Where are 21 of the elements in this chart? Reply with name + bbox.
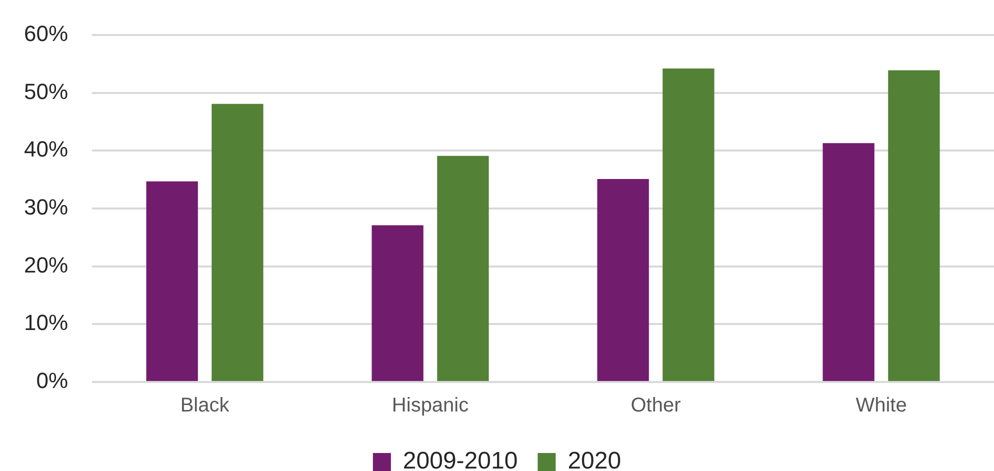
y-tick-label: 10% — [24, 310, 68, 336]
x-tick-label: White — [856, 394, 907, 417]
bar — [822, 143, 874, 381]
bar — [212, 104, 264, 381]
y-tick-label: 0% — [36, 368, 68, 394]
y-tick-label: 60% — [24, 21, 68, 46]
bar — [146, 181, 198, 381]
y-tick-label: 40% — [24, 136, 68, 162]
bar — [888, 70, 940, 381]
y-tick-label: 20% — [24, 252, 68, 278]
legend-label: 2020 — [568, 448, 622, 471]
y-tick-label: 30% — [24, 194, 68, 220]
x-tick-label: Other — [630, 394, 682, 417]
bar — [437, 156, 489, 381]
bar — [597, 179, 649, 381]
bar — [372, 225, 424, 381]
legend-label: 2009-2010 — [402, 448, 518, 471]
x-tick-label: Hispanic — [392, 394, 469, 417]
y-tick-label: 50% — [24, 78, 68, 104]
bar — [662, 68, 714, 381]
x-tick-label: Black — [180, 394, 230, 417]
